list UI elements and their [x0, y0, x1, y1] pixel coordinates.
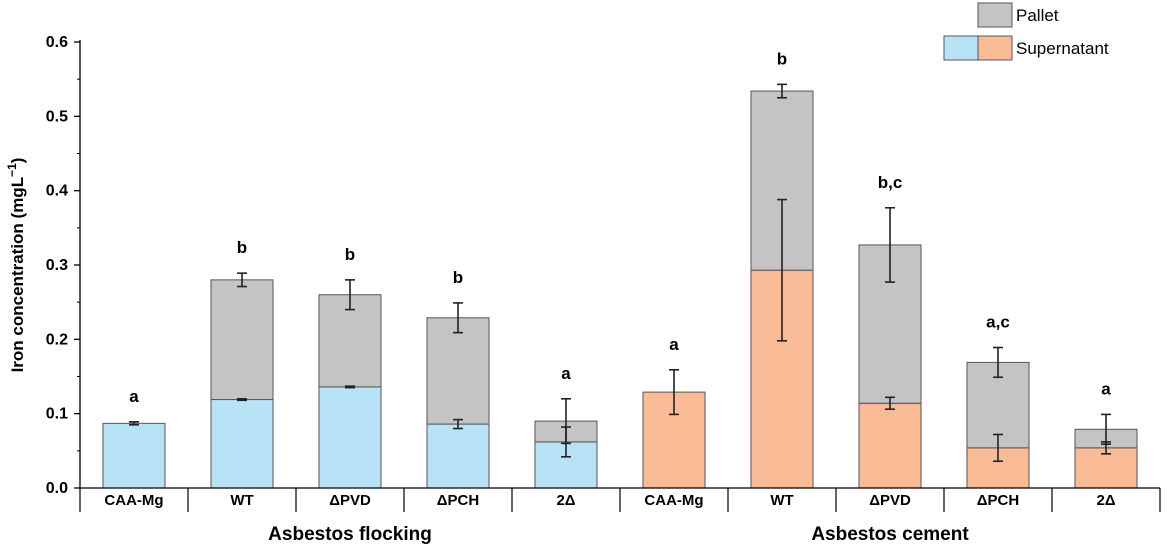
significance-label: a: [561, 364, 571, 383]
x-category-label: 2Δ: [556, 492, 575, 509]
x-category-label: ΔPCH: [437, 492, 479, 509]
error-bar-pallet: [777, 83, 787, 99]
legend-swatch: [977, 2, 1013, 28]
error-bar-pallet: [885, 206, 895, 283]
legend-item: Pallet: [977, 2, 1059, 28]
significance-label: b: [453, 268, 463, 287]
significance-label: a: [129, 387, 139, 406]
significance-label: b: [345, 245, 355, 264]
x-category-label: WT: [230, 492, 253, 509]
bar-supernatant: [102, 422, 166, 489]
error-bar-pallet: [345, 279, 355, 311]
y-tick-label: 0.3: [46, 257, 68, 274]
x-category-label: CAA-Mg: [104, 492, 163, 509]
error-bar-pallet: [561, 397, 571, 445]
x-category-label: WT: [770, 492, 793, 509]
error-bar-supernatant: [129, 421, 139, 426]
y-tick-label: 0.0: [46, 480, 68, 497]
error-bar-pallet: [1101, 413, 1111, 445]
error-bar-pallet: [993, 346, 1003, 379]
significance-label: b: [237, 238, 247, 257]
error-bar-supernatant: [669, 369, 679, 416]
error-bar-pallet: [453, 302, 463, 334]
y-axis-title: Iron concentration (mgL−1): [5, 158, 27, 373]
bar-pallet: [210, 279, 274, 401]
x-category-label: ΔPVD: [869, 492, 911, 509]
error-bar-supernatant: [345, 385, 355, 389]
legend-label: Pallet: [1016, 6, 1059, 25]
legend-label: Supernatant: [1016, 39, 1109, 58]
error-bar-supernatant: [777, 198, 787, 342]
group-label: Asbestos cement: [811, 524, 969, 545]
group-label: Asbestos flocking: [268, 524, 432, 545]
bar-pallet: [426, 317, 490, 425]
y-tick-label: 0.4: [46, 183, 68, 200]
error-bar-supernatant: [453, 418, 463, 430]
y-tick-label: 0.5: [46, 108, 68, 125]
legend-item: Supernatant: [943, 35, 1109, 61]
x-category-label: 2Δ: [1096, 492, 1115, 509]
significance-label: a: [1101, 379, 1111, 398]
error-bar-supernatant: [885, 396, 895, 411]
significance-label: a,c: [986, 313, 1010, 332]
bar-supernatant: [858, 402, 922, 489]
y-tick-label: 0.1: [46, 406, 68, 423]
legend-swatch: [943, 35, 979, 61]
legend-swatch: [977, 35, 1013, 61]
x-category-label: ΔPCH: [977, 492, 1019, 509]
bar-supernatant: [210, 399, 274, 489]
significance-label: b: [777, 49, 787, 68]
significance-label: a: [669, 335, 679, 354]
y-tick-label: 0.6: [46, 34, 68, 51]
error-bar-supernatant: [237, 397, 247, 402]
significance-label: b,c: [878, 173, 903, 192]
bar-supernatant: [426, 423, 490, 489]
x-category-label: CAA-Mg: [644, 492, 703, 509]
x-category-label: ΔPVD: [329, 492, 371, 509]
error-bar-pallet: [237, 272, 247, 288]
error-bar-supernatant: [993, 433, 1003, 463]
y-tick-label: 0.2: [46, 331, 68, 348]
bar-supernatant: [318, 386, 382, 489]
